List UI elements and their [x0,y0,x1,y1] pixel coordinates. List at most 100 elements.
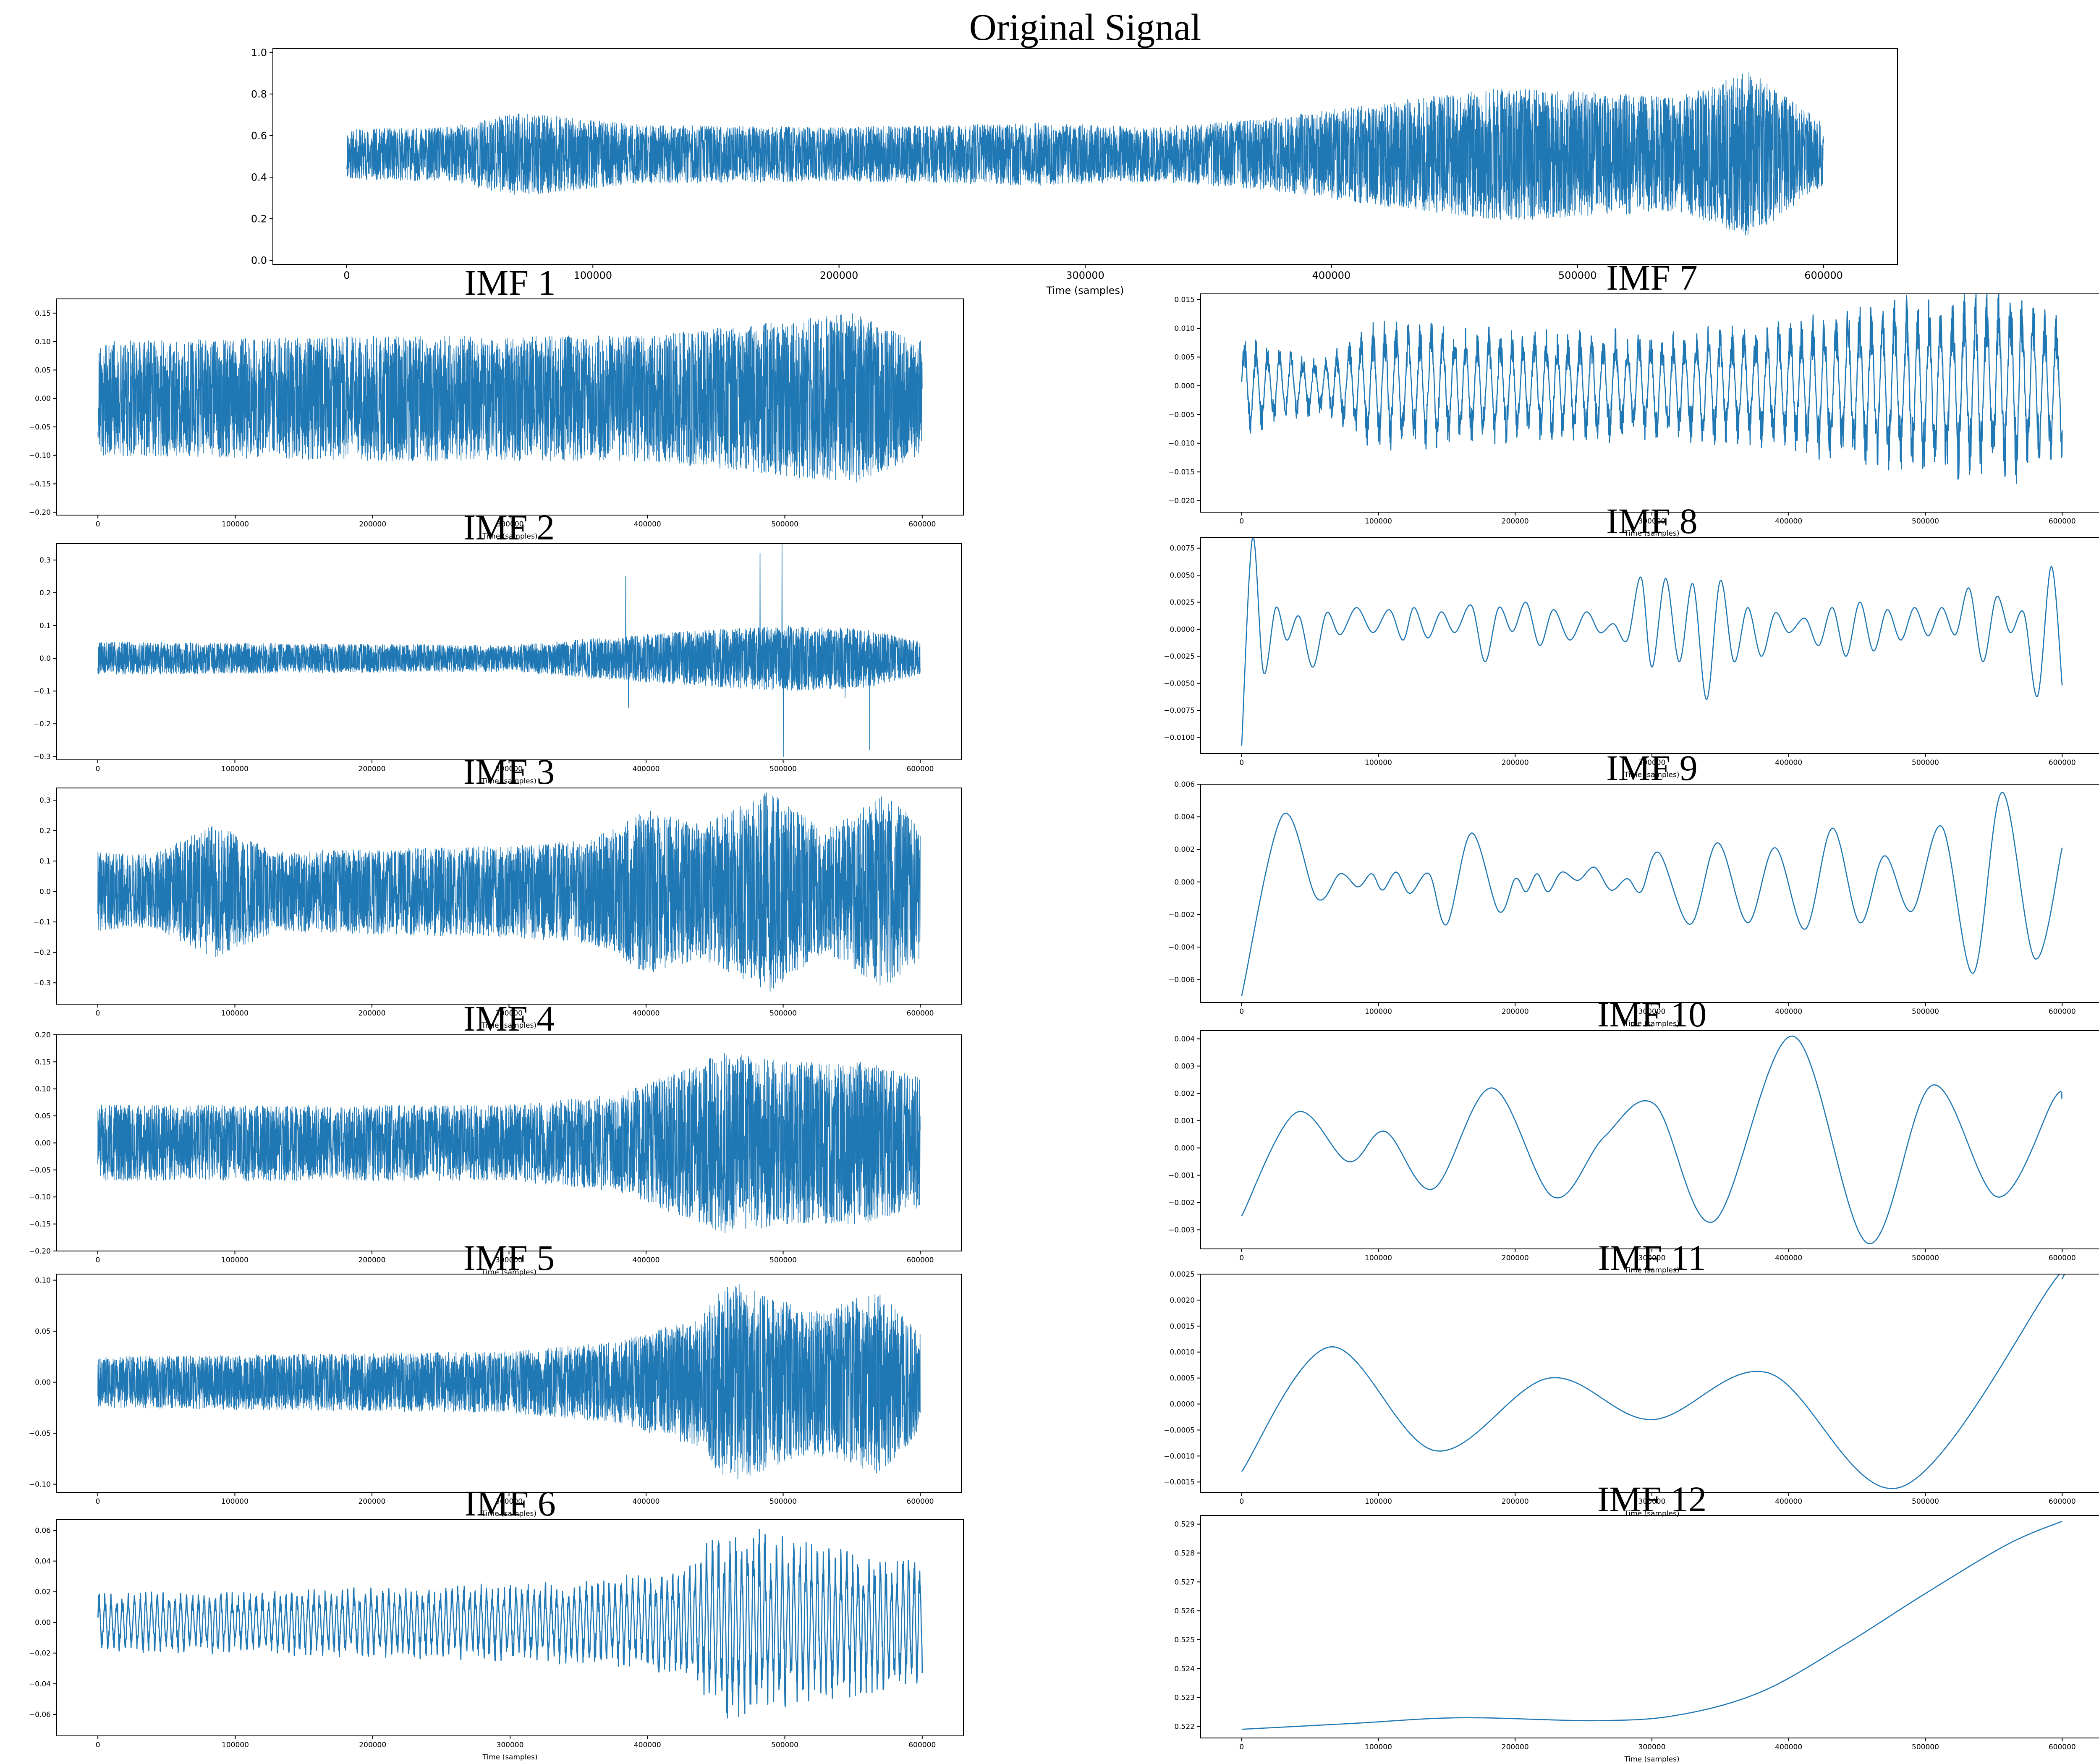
y-tick-label-imf12-3: 0.525 [1174,1636,1195,1644]
series-line-imf7-0 [1241,294,2063,484]
x-tick-label-imf9-4: 400000 [1775,1008,1802,1016]
x-tick-label-imf8-5: 500000 [1912,759,1939,767]
x-tick-label-imf1-5: 500000 [771,520,798,529]
y-tick-label-imf6-1: −0.04 [29,1680,51,1688]
y-tick-label-imf5-4: 0.10 [35,1277,51,1285]
y-tick-label-imf10-0: −0.003 [1168,1226,1195,1234]
x-tick-label-imf1-4: 400000 [634,520,661,529]
axes-frame-imf8 [1200,537,2099,754]
x-tick-label-imf7-2: 200000 [1502,517,1529,526]
y-tick-label-imf12-0: 0.522 [1174,1722,1195,1731]
y-tick-label-imf10-6: 0.003 [1174,1062,1195,1070]
y-tick-label-imf4-3: −0.05 [29,1166,51,1175]
x-tick-label-imf6-2: 200000 [359,1741,386,1749]
y-tick-label-imf7-3: −0.005 [1168,411,1195,419]
chart-title-imf7: IMF 7 [1606,257,1697,298]
y-tick-label-imf3-4: 0.1 [39,857,51,866]
x-tick-label-imf11-0: 0 [1239,1497,1244,1506]
y-tick-label-imf8-7: 0.0075 [1170,544,1195,553]
y-tick-label-imf2-3: 0.0 [39,654,51,663]
x-tick-label-imf3-0: 0 [96,1009,100,1018]
chart-title-imf4: IMF 4 [463,998,555,1039]
chart-title-orig: Original Signal [969,7,1201,48]
y-tick-label-imf1-2: −0.10 [29,452,51,460]
y-tick-label-imf2-4: 0.1 [39,622,51,630]
series-line-imf6-0 [97,1528,923,1719]
x-tick-label-imf9-3: 300000 [1638,1008,1666,1016]
x-tick-label-imf7-6: 600000 [2049,517,2076,526]
y-tick-label-orig-5: 1.0 [251,47,267,58]
x-tick-label-imf3-3: 300000 [495,1009,523,1018]
y-tick-label-imf8-6: 0.0050 [1170,571,1195,580]
y-tick-label-imf4-1: −0.15 [29,1220,51,1229]
y-tick-label-imf2-0: −0.3 [34,753,51,761]
chart-imf1: 0 100000 200000 300000 400000 500000 600000 −0.… [29,262,964,541]
x-tick-label-imf1-3: 300000 [497,520,524,529]
y-tick-label-imf1-7: 0.15 [35,309,51,318]
x-tick-label-imf6-4: 400000 [634,1741,661,1749]
x-tick-label-imf8-1: 100000 [1365,759,1392,767]
y-tick-label-imf9-3: 0.000 [1174,878,1195,887]
y-tick-label-orig-2: 0.4 [251,171,267,183]
y-tick-label-imf12-1: 0.523 [1174,1694,1195,1702]
x-axis-label-orig: Time (samples) [1046,285,1124,296]
chart-title-imf2: IMF 2 [463,507,555,547]
y-tick-label-imf3-5: 0.2 [39,827,51,835]
y-tick-label-imf6-0: −0.06 [29,1711,51,1719]
y-tick-label-imf1-4: 0.00 [35,395,51,403]
y-tick-label-imf9-2: −0.002 [1168,911,1195,919]
y-tick-label-imf6-5: 0.04 [35,1557,51,1566]
x-tick-label-imf8-3: 300000 [1638,759,1666,767]
x-tick-label-imf12-2: 200000 [1502,1743,1529,1751]
x-tick-label-imf3-2: 200000 [359,1009,386,1018]
x-tick-label-imf4-2: 200000 [359,1256,386,1264]
y-tick-label-imf5-0: −0.10 [29,1481,51,1489]
y-tick-label-imf8-3: −0.0025 [1164,652,1195,661]
chart-title-imf3: IMF 3 [463,751,555,792]
y-tick-label-orig-4: 0.8 [251,88,267,100]
series-line-imf9-0 [1241,792,2063,996]
y-tick-label-imf7-1: −0.015 [1168,468,1195,476]
x-tick-label-imf4-0: 0 [96,1256,100,1264]
x-tick-label-imf12-0: 0 [1239,1743,1244,1751]
x-tick-label-imf7-5: 500000 [1912,517,1939,526]
x-tick-label-imf5-2: 200000 [359,1497,386,1506]
x-tick-label-imf9-2: 200000 [1502,1008,1529,1016]
x-axis-label-imf3: Time (samples) [481,1021,537,1030]
chart-imf9: 0 100000 200000 300000 400000 500000 600000 −0.… [1168,748,2099,1028]
y-tick-label-imf8-2: −0.0050 [1164,680,1195,688]
y-tick-label-imf9-1: −0.004 [1168,943,1195,952]
y-tick-label-imf3-3: 0.0 [39,888,51,896]
y-tick-label-imf4-4: 0.00 [35,1139,51,1147]
chart-title-imf1: IMF 1 [464,262,555,303]
x-tick-label-imf8-2: 200000 [1502,759,1529,767]
y-tick-label-imf9-0: −0.006 [1168,976,1195,984]
x-tick-label-imf4-4: 400000 [633,1256,660,1264]
x-tick-label-imf6-0: 0 [96,1741,100,1749]
x-tick-label-imf4-1: 100000 [221,1256,249,1264]
chart-title-imf12: IMF 12 [1597,1479,1706,1519]
x-tick-label-orig-5: 500000 [1558,270,1597,281]
x-tick-label-imf5-4: 400000 [633,1497,660,1506]
x-tick-label-imf7-0: 0 [1239,517,1244,526]
chart-title-imf10: IMF 10 [1597,994,1706,1034]
chart-title-imf5: IMF 5 [463,1238,555,1278]
y-tick-label-imf1-0: −0.20 [29,508,51,517]
y-tick-label-imf7-6: 0.010 [1174,325,1195,333]
y-tick-label-imf7-5: 0.005 [1174,353,1195,361]
y-tick-label-imf4-8: 0.20 [35,1031,51,1039]
chart-imf2: 0 100000 200000 300000 400000 500000 600000 −0.… [34,507,962,785]
chart-title-imf9: IMF 9 [1606,748,1697,788]
x-tick-label-imf12-3: 300000 [1638,1743,1666,1751]
y-tick-label-imf10-1: −0.002 [1168,1199,1195,1207]
y-tick-label-imf3-1: −0.2 [34,949,51,957]
x-axis-label-imf7: Time (samples) [1624,529,1680,538]
x-tick-label-imf11-4: 400000 [1775,1497,1802,1506]
y-tick-label-imf2-6: 0.3 [39,556,51,565]
y-tick-label-imf12-5: 0.527 [1174,1578,1195,1586]
x-tick-label-imf3-1: 100000 [221,1009,249,1018]
x-tick-label-imf6-5: 500000 [771,1741,798,1749]
x-tick-label-imf10-2: 200000 [1502,1254,1529,1262]
y-tick-label-imf11-1: −0.0010 [1164,1452,1195,1460]
x-tick-label-imf12-6: 600000 [2049,1743,2076,1751]
